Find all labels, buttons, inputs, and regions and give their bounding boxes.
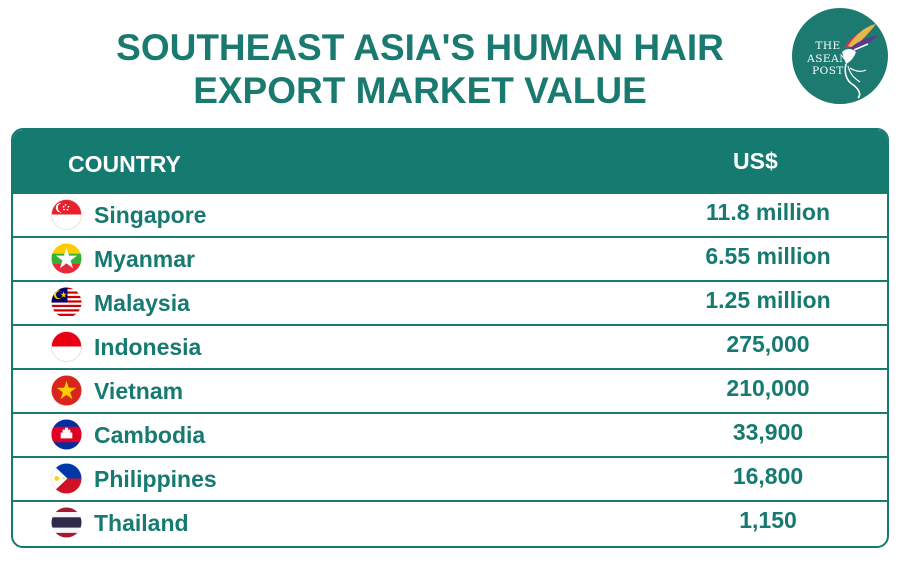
myanmar-flag-icon (51, 243, 82, 274)
table-row: Singapore 11.8 million (13, 192, 887, 236)
export-value: 275,000 (726, 331, 810, 357)
export-value: 210,000 (726, 375, 810, 401)
thailand-flag-icon (51, 507, 82, 538)
country-name: Singapore (94, 202, 207, 228)
vietnam-flag-icon (51, 375, 82, 406)
table-row: Malaysia 1.25 million (13, 280, 887, 324)
table-row: Indonesia 275,000 (13, 324, 887, 368)
asean-post-logo: THE ASEAN POST (792, 8, 888, 104)
page-title: SOUTHEAST ASIA'S HUMAN HAIR EXPORT MARKE… (60, 26, 780, 112)
singapore-flag-icon (51, 199, 82, 230)
export-value: 11.8 million (706, 199, 830, 225)
country-name: Indonesia (94, 334, 202, 360)
column-header-country: COUNTRY (68, 151, 181, 177)
logo-text-line-3: POST (812, 65, 844, 77)
export-value: 33,900 (732, 419, 804, 445)
export-value: 1.25 million (705, 287, 831, 313)
export-value: 6.55 million (705, 243, 831, 269)
export-value-table: COUNTRY US$ Singapore 11.8 million (11, 128, 889, 548)
country-name: Philippines (94, 466, 217, 492)
title-line-2: EXPORT MARKET VALUE (193, 70, 647, 111)
logo-text-line-1: THE (815, 40, 841, 52)
table-row: Thailand 1,150 (13, 500, 887, 544)
column-header-value: US$ (733, 148, 778, 174)
logo-text: THE ASEAN POST (792, 40, 864, 78)
country-name: Thailand (94, 510, 189, 536)
indonesia-flag-icon (51, 331, 82, 362)
table-row: Philippines 16,800 (13, 456, 887, 500)
cambodia-flag-icon (51, 419, 82, 450)
country-name: Cambodia (94, 422, 206, 448)
logo-text-line-2: ASEAN (807, 52, 849, 65)
title-line-1: SOUTHEAST ASIA'S HUMAN HAIR (116, 27, 724, 68)
country-name: Myanmar (94, 246, 195, 272)
table-header: COUNTRY US$ (13, 130, 887, 194)
country-name: Vietnam (94, 378, 184, 404)
table-row: Cambodia 33,900 (13, 412, 887, 456)
table-row: Myanmar 6.55 million (13, 236, 887, 280)
philippines-flag-icon (51, 463, 82, 494)
export-value: 1,150 (739, 507, 797, 533)
malaysia-flag-icon (51, 287, 82, 318)
table-row: Vietnam 210,000 (13, 368, 887, 412)
export-value: 16,800 (732, 463, 804, 489)
hummingbird-icon (842, 24, 878, 99)
country-name: Malaysia (94, 290, 190, 316)
